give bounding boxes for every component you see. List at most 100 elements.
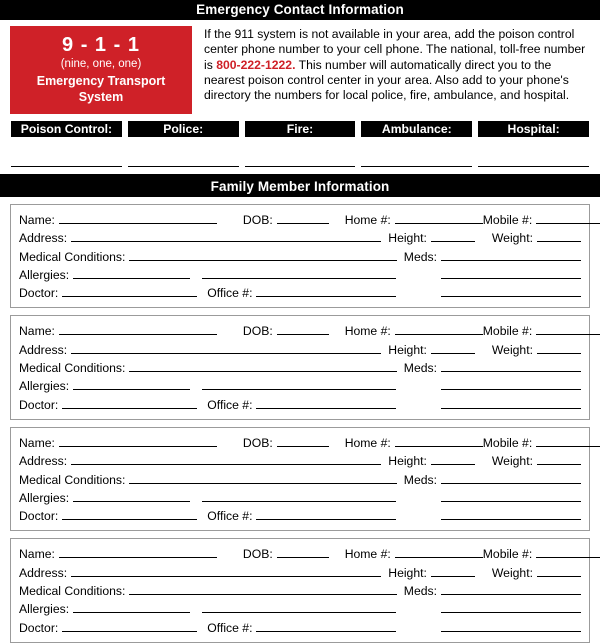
input-doctor[interactable] <box>62 284 198 298</box>
input-allergies-2[interactable] <box>202 266 397 279</box>
input-allergies-1[interactable] <box>73 600 191 614</box>
input-office-number[interactable] <box>256 284 397 298</box>
input-weight[interactable] <box>537 229 581 243</box>
input-height[interactable] <box>430 452 475 466</box>
input-medical-conditions[interactable] <box>129 248 397 261</box>
row-medical-meds: Medical Conditions: Meds: <box>19 471 581 489</box>
row-name-dob-phones: Name: DOB: Home #: Mobile #: <box>19 322 600 340</box>
input-allergies-2[interactable] <box>202 600 397 614</box>
input-allergies-1[interactable] <box>73 489 191 502</box>
label-mobile-number: Mobile #: <box>482 213 533 227</box>
input-allergies-3[interactable] <box>441 377 581 391</box>
label-doctor: Doctor: <box>19 620 59 635</box>
input-office-extra[interactable] <box>441 396 581 409</box>
input-address[interactable] <box>71 341 382 354</box>
input-dob[interactable] <box>276 211 329 224</box>
label-home-number: Home #: <box>344 435 391 450</box>
label-weight: Weight: <box>491 342 533 357</box>
contact-label-police: Police: <box>127 121 239 137</box>
label-weight: Weight: <box>491 454 533 469</box>
label-address: Address: <box>19 565 68 580</box>
label-mobile-number: Mobile #: <box>482 435 533 450</box>
label-dob: DOB: <box>242 435 273 450</box>
contact-input-hospital[interactable] <box>478 139 589 167</box>
input-mobile-number[interactable] <box>536 434 600 447</box>
input-home-number[interactable] <box>394 545 483 559</box>
input-office-extra[interactable] <box>441 507 581 521</box>
input-dob[interactable] <box>276 545 329 559</box>
input-weight[interactable] <box>537 341 581 354</box>
input-allergies-1[interactable] <box>73 266 191 279</box>
contact-input-police[interactable] <box>127 139 239 167</box>
input-weight[interactable] <box>537 452 581 466</box>
row-name-dob-phones: Name: DOB: Home #: Mobile #: <box>19 211 600 229</box>
paragraph-text-before: If the 911 system is not available in yo… <box>204 27 586 72</box>
input-weight[interactable] <box>537 564 581 577</box>
input-allergies-3[interactable] <box>441 266 581 279</box>
label-name: Name: <box>19 324 55 339</box>
label-meds: Meds: <box>403 472 437 487</box>
label-doctor: Doctor: <box>19 509 59 524</box>
input-meds[interactable] <box>441 471 581 484</box>
input-doctor[interactable] <box>62 619 198 632</box>
row-name-dob-phones: Name: DOB: Home #: Mobile #: <box>19 434 600 452</box>
contact-input-fire[interactable] <box>244 139 356 167</box>
input-height[interactable] <box>430 341 475 354</box>
input-office-extra[interactable] <box>441 619 581 632</box>
input-name[interactable] <box>58 211 217 224</box>
input-office-number[interactable] <box>256 619 397 632</box>
input-home-number[interactable] <box>394 211 483 224</box>
label-dob: DOB: <box>242 547 273 562</box>
contact-input-poison-control[interactable] <box>11 139 122 167</box>
row-address-height-weight: Address: Height: Weight: <box>19 564 581 582</box>
input-dob[interactable] <box>276 434 329 447</box>
label-home-number: Home #: <box>344 547 391 562</box>
label-home-number: Home #: <box>344 324 391 339</box>
input-allergies-3[interactable] <box>441 489 581 502</box>
input-office-number[interactable] <box>256 396 397 409</box>
input-medical-conditions[interactable] <box>129 359 397 373</box>
input-allergies-1[interactable] <box>73 377 191 391</box>
input-dob[interactable] <box>276 322 329 336</box>
input-address[interactable] <box>71 229 382 243</box>
input-medical-conditions[interactable] <box>129 582 397 596</box>
section-header-family-member: Family Member Information <box>0 177 600 197</box>
label-medical-conditions: Medical Conditions: <box>19 472 126 487</box>
input-doctor[interactable] <box>62 396 198 409</box>
input-mobile-number[interactable] <box>536 322 600 336</box>
input-allergies-2[interactable] <box>202 489 397 502</box>
input-home-number[interactable] <box>394 434 483 447</box>
label-height: Height: <box>388 342 427 357</box>
family-member-block: Name: DOB: Home #: Mobile #: Address: He… <box>10 204 600 309</box>
input-height[interactable] <box>430 564 475 577</box>
row-doctor-office: Doctor: Office #: <box>19 507 581 525</box>
input-allergies-2[interactable] <box>202 377 397 391</box>
row-name-dob-phones: Name: DOB: Home #: Mobile #: <box>19 545 600 563</box>
input-office-number[interactable] <box>256 507 397 521</box>
row-doctor-office: Doctor: Office #: <box>19 284 581 302</box>
label-mobile-number: Mobile #: <box>482 547 533 562</box>
input-height[interactable] <box>430 229 475 243</box>
label-height: Height: <box>388 454 427 469</box>
input-home-number[interactable] <box>394 322 483 336</box>
input-name[interactable] <box>58 322 217 336</box>
input-mobile-number[interactable] <box>536 211 600 224</box>
contact-input-ambulance[interactable] <box>361 139 473 167</box>
input-allergies-3[interactable] <box>441 600 581 614</box>
input-name[interactable] <box>58 545 217 559</box>
row-allergies: Allergies: <box>19 600 581 618</box>
input-meds[interactable] <box>441 248 581 261</box>
label-dob: DOB: <box>242 213 273 227</box>
input-address[interactable] <box>71 452 382 466</box>
input-address[interactable] <box>71 564 382 577</box>
input-doctor[interactable] <box>62 507 198 521</box>
label-height: Height: <box>388 231 427 246</box>
input-mobile-number[interactable] <box>536 545 600 559</box>
label-height: Height: <box>388 565 427 580</box>
input-name[interactable] <box>58 434 217 447</box>
input-meds[interactable] <box>441 582 581 596</box>
input-meds[interactable] <box>441 359 581 373</box>
input-medical-conditions[interactable] <box>129 471 397 484</box>
input-office-extra[interactable] <box>441 284 581 298</box>
